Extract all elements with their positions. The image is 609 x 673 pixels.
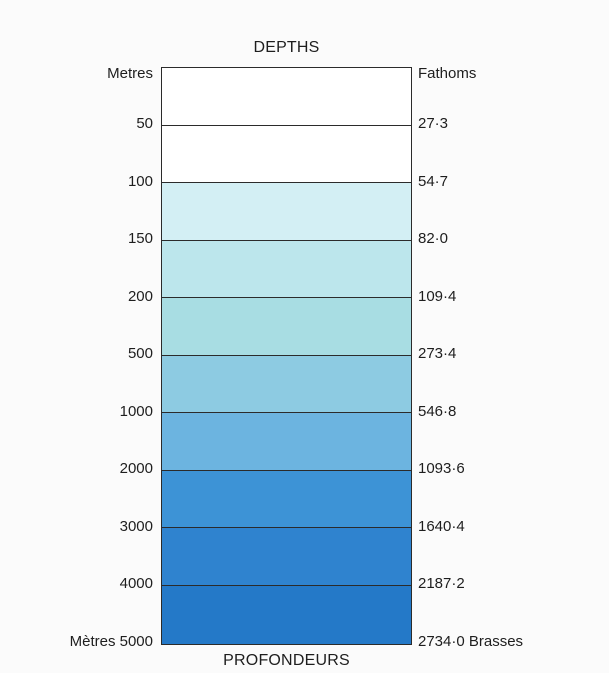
metres-label: 3000 — [119, 517, 153, 535]
fathoms-label: 109·4 — [418, 287, 457, 305]
fathoms-label: 27·3 — [418, 115, 449, 132]
depth-divider — [161, 239, 412, 241]
fathoms-label: 2734·0 Brasses — [418, 632, 524, 650]
fathoms-label: 2187·2 — [418, 575, 465, 592]
metres-label: 50 — [136, 115, 153, 132]
fathoms-label: 82·0 — [418, 230, 449, 247]
unit-label-fathoms: Fathoms — [418, 65, 477, 82]
metres-label: Mètres 5000 — [69, 632, 153, 650]
chart-subtitle: PROFONDEURS — [223, 652, 350, 669]
metres-label: 4000 — [119, 575, 153, 592]
unit-label-metres: Metres — [107, 65, 153, 82]
metres-label: 2000 — [119, 460, 153, 477]
metres-label: 500 — [127, 345, 153, 362]
depth-band — [162, 240, 411, 299]
depth-band — [162, 355, 411, 414]
metres-label: 200 — [127, 287, 153, 305]
depth-divider — [161, 354, 412, 356]
chart-title: DEPTHS — [253, 39, 320, 56]
depth-band — [162, 125, 411, 184]
fathoms-label: 1093·6 — [418, 460, 465, 477]
depth-band — [162, 68, 411, 126]
depth-scale — [161, 67, 412, 645]
depth-band — [162, 298, 411, 356]
fathoms-label: 546·8 — [418, 402, 457, 420]
metres-label: 1000 — [119, 402, 153, 420]
depth-divider — [161, 527, 412, 529]
fathoms-label: 1640·4 — [418, 517, 465, 535]
depth-band — [162, 413, 411, 471]
depth-band — [162, 183, 411, 241]
depth-band — [162, 528, 411, 586]
depth-divider — [161, 124, 412, 126]
fathoms-label: 54·7 — [418, 172, 449, 190]
depth-divider — [161, 297, 412, 299]
depth-band — [162, 585, 411, 644]
depth-divider — [161, 412, 412, 414]
metres-label: 100 — [127, 172, 153, 190]
depth-band — [162, 470, 411, 529]
depth-divider — [161, 584, 412, 586]
depth-divider — [161, 182, 412, 184]
metres-label: 150 — [127, 230, 153, 247]
fathoms-label: 273·4 — [418, 345, 457, 362]
depth-divider — [161, 469, 412, 471]
